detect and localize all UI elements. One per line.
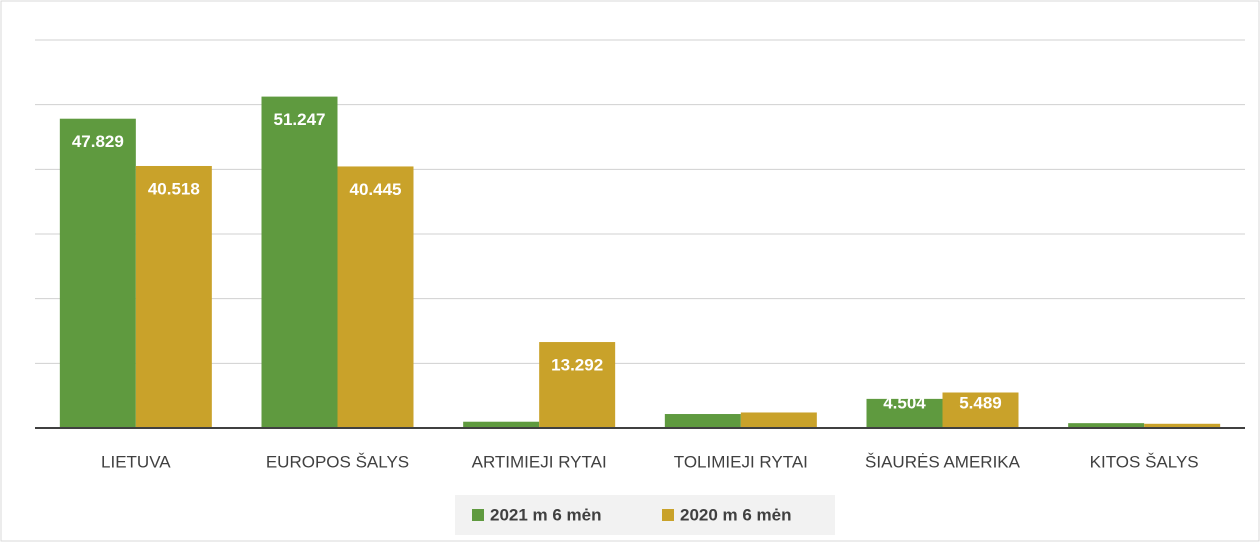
data-label: 13.292 <box>551 356 603 375</box>
bar <box>261 96 338 429</box>
x-tick-label: TOLIMIEJI RYTAI <box>674 452 808 471</box>
legend-box <box>455 495 835 535</box>
data-label: 51.247 <box>274 110 326 129</box>
x-tick-label: ŠIAURĖS AMERIKA <box>865 452 1021 471</box>
legend-swatch <box>662 509 674 521</box>
data-label: 2.400 <box>758 393 801 412</box>
bar <box>539 342 616 428</box>
bar <box>740 412 817 428</box>
data-label: 652 <box>1168 393 1196 412</box>
bar <box>1144 423 1221 428</box>
data-label: 2.161 <box>682 393 725 412</box>
bar <box>1068 423 1145 428</box>
bar <box>664 414 741 428</box>
x-tick-label: KITOS ŠALYS <box>1090 452 1199 471</box>
bar <box>337 166 414 428</box>
bar <box>866 398 943 428</box>
data-label: 40.518 <box>148 179 200 198</box>
data-label: 4.504 <box>883 393 926 412</box>
data-label: 47.829 <box>72 132 124 151</box>
data-label: 40.445 <box>350 180 402 199</box>
x-tick-label: ARTIMIEJI RYTAI <box>472 452 607 471</box>
data-label: 5.489 <box>959 393 1002 412</box>
legend-swatch <box>472 509 484 521</box>
legend-label: 2020 m 6 mėn <box>680 505 792 524</box>
bar <box>135 165 212 429</box>
data-label: 748 <box>1092 393 1120 412</box>
data-label: 972 <box>487 393 515 412</box>
x-tick-label: EUROPOS ŠALYS <box>266 452 409 471</box>
legend-label: 2021 m 6 mėn <box>490 505 602 524</box>
bar <box>942 392 1019 428</box>
bar <box>463 421 540 428</box>
x-tick-label: LIETUVA <box>101 452 171 471</box>
bar <box>59 118 136 428</box>
